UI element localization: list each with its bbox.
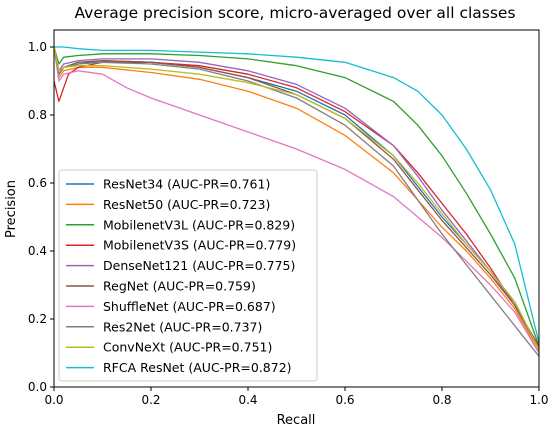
series-line-8	[54, 46, 539, 350]
x-tick-label: 0.8	[432, 393, 451, 407]
x-tick-label: 0.4	[238, 393, 257, 407]
series-line-4	[54, 46, 539, 350]
series-line-6	[54, 46, 539, 354]
legend-box	[58, 169, 318, 382]
y-tick-label: 0.6	[28, 176, 47, 190]
legend-label: DenseNet121 (AUC-PR=0.775)	[103, 258, 295, 273]
y-axis: 0.0 0.2 0.4 0.6 0.8 1.0	[28, 40, 54, 394]
series-layer	[54, 46, 539, 357]
legend-label: RFCA ResNet (AUC-PR=0.872)	[103, 360, 292, 375]
legend-label: ShuffleNet (AUC-PR=0.687)	[103, 299, 276, 314]
series-line-2	[54, 46, 539, 347]
x-tick-label: 0.6	[335, 393, 354, 407]
x-axis-label: Recall	[277, 413, 316, 428]
series-line-3	[54, 61, 539, 347]
x-axis: 0.0 0.2 0.4 0.6 0.8 1.0	[44, 387, 549, 407]
y-tick-label: 1.0	[28, 40, 47, 54]
legend-label: ResNet50 (AUC-PR=0.723)	[103, 197, 270, 212]
x-tick-label: 0.0	[44, 393, 63, 407]
plot-frame	[53, 29, 540, 388]
y-axis-label: Precision	[4, 180, 19, 238]
y-tick-label: 0.4	[28, 244, 47, 258]
y-tick-label: 0.2	[28, 312, 47, 326]
legend-label: RegNet (AUC-PR=0.759)	[103, 279, 256, 294]
legend-label: MobilenetV3S (AUC-PR=0.779)	[103, 238, 296, 253]
chart-title: Average precision score, micro-averaged …	[74, 4, 515, 22]
series-line-7	[54, 46, 539, 357]
x-tick-label: 0.2	[141, 393, 160, 407]
y-tick-label: 0.8	[28, 108, 47, 122]
series-line-1	[54, 46, 539, 354]
legend-label: Res2Net (AUC-PR=0.737)	[103, 319, 262, 334]
legend-label: ResNet34 (AUC-PR=0.761)	[103, 177, 270, 192]
legend-label: MobilenetV3L (AUC-PR=0.829)	[103, 217, 295, 232]
x-tick-label: 1.0	[529, 393, 548, 407]
legend: ResNet34 (AUC-PR=0.761) ResNet50 (AUC-PR=…	[58, 169, 318, 382]
y-tick-label: 0.0	[28, 380, 47, 394]
legend-label: ConvNeXt (AUC-PR=0.751)	[103, 340, 272, 355]
series-line-9	[54, 46, 539, 343]
